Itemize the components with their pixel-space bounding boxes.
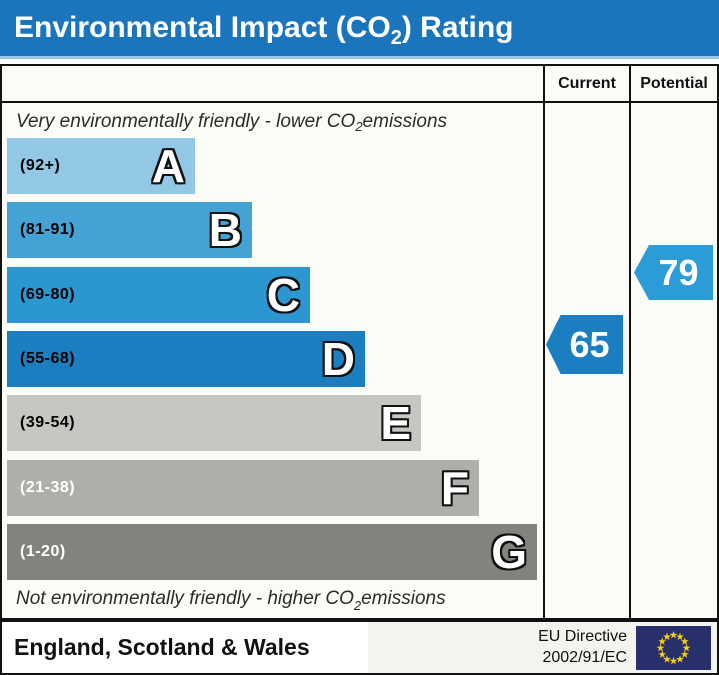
title-underline xyxy=(0,56,719,59)
eu-directive-label: EU Directive 2002/91/EC xyxy=(538,626,627,668)
band-b: (81-91) B xyxy=(7,202,252,258)
page-title-suffix: ) Rating xyxy=(401,11,514,44)
band-e-range: (39-54) xyxy=(20,414,76,431)
page-title-text: Environmental Impact (CO xyxy=(14,11,391,44)
band-c-range: (69-80) xyxy=(20,286,76,303)
band-d-range: (55-68) xyxy=(20,350,76,367)
top-note-text: Very environmentally friendly - lower CO xyxy=(16,110,356,132)
band-g-range: (1-20) xyxy=(20,543,66,560)
band-c-letter: C xyxy=(266,269,300,321)
band-b-letter: B xyxy=(208,204,242,256)
bottom-note-subscript: 2 xyxy=(353,598,362,613)
rating-table: Current Potential Very environmentally f… xyxy=(0,64,719,620)
region-label: England, Scotland & Wales xyxy=(14,634,310,660)
band-e-letter: E xyxy=(380,397,411,449)
band-a-letter: A xyxy=(151,140,185,192)
current-column-divider xyxy=(543,66,545,618)
top-note: Very environmentally friendly - lower CO… xyxy=(2,104,543,139)
band-f-range: (21-38) xyxy=(20,479,76,496)
bottom-note-suffix: emissions xyxy=(361,587,446,609)
eu-flag-icon xyxy=(636,626,711,670)
band-a: (92+) A xyxy=(7,138,195,194)
page-title-subscript: 2 xyxy=(390,27,402,49)
band-g: (1-20) G xyxy=(7,524,537,580)
page-title: Environmental Impact (CO2) Rating xyxy=(0,0,719,56)
potential-value: 79 xyxy=(658,251,699,293)
band-f-letter: F xyxy=(440,462,469,514)
band-e: (39-54) E xyxy=(7,395,421,451)
band-g-letter: G xyxy=(491,526,527,578)
potential-column-header: Potential xyxy=(640,74,708,92)
band-d: (55-68) D xyxy=(7,331,365,387)
band-a-range: (92+) xyxy=(20,157,61,174)
band-b-range: (81-91) xyxy=(20,221,76,238)
band-f: (21-38) F xyxy=(7,460,479,516)
potential-value-pointer: 79 xyxy=(634,245,713,300)
footer: England, Scotland & Wales EU Directive 2… xyxy=(0,620,719,675)
current-value: 65 xyxy=(569,323,610,365)
eu-directive-line1: EU Directive xyxy=(538,628,627,645)
top-note-subscript: 2 xyxy=(355,119,363,134)
band-d-letter: D xyxy=(321,333,355,385)
band-c: (69-80) C xyxy=(7,267,310,323)
header-divider xyxy=(2,101,717,103)
current-column-header: Current xyxy=(558,74,616,92)
eu-directive-line2: 2002/91/EC xyxy=(542,649,627,666)
bottom-note: Not environmentally friendly - higher CO… xyxy=(2,579,543,618)
potential-column-divider xyxy=(629,66,631,618)
bottom-note-text: Not environmentally friendly - higher CO xyxy=(16,587,354,609)
top-note-suffix: emissions xyxy=(362,110,448,132)
current-value-pointer: 65 xyxy=(546,315,623,374)
